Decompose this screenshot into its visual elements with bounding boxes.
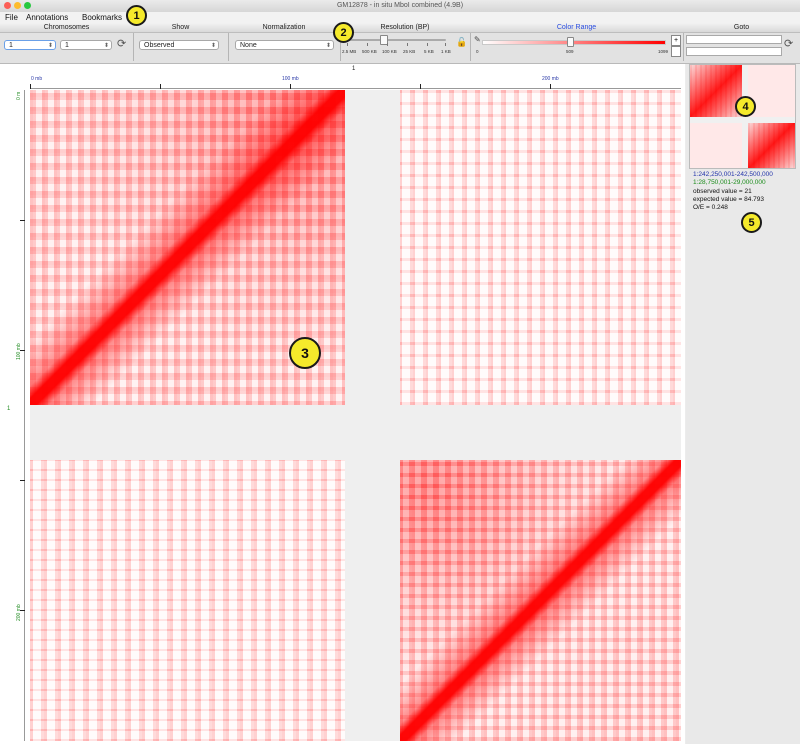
resolution-slider-thumb[interactable] (380, 35, 388, 45)
chevron-updown-icon: ⬍ (325, 43, 331, 49)
map-block-upper-right (400, 90, 681, 405)
refresh-icon[interactable]: ⟳ (784, 38, 794, 50)
chevron-updown-icon: ⬍ (103, 43, 109, 49)
ruler-tick (20, 220, 25, 221)
oe-value-text: O/E = 0.248 (693, 204, 728, 211)
ruler-tick (20, 350, 25, 351)
chromosome-y-value: 1 (65, 42, 69, 49)
show-header: Show (133, 23, 228, 33)
ruler-tick (550, 84, 551, 89)
y-tick-label: 0 m (16, 91, 22, 100)
thumbnail-block-p (690, 65, 742, 117)
lock-icon[interactable]: 🔓 (456, 37, 468, 47)
normalization-panel: Normalization None ⬍ (228, 23, 341, 61)
map-block-lower-left (30, 460, 345, 741)
color-range-header: Color Range (470, 23, 683, 33)
resolution-label-2-5mb: 2.5 MB (342, 49, 357, 54)
goto-panel: Goto ⟳ (683, 23, 800, 61)
chromosome-label-left: 1 (7, 406, 11, 412)
chromosome-x-select[interactable]: 1 ⬍ (4, 40, 56, 50)
normalization-select[interactable]: None ⬍ (235, 40, 334, 50)
callout-1: 1 (126, 5, 147, 26)
ruler-tick (420, 84, 421, 89)
top-ruler (30, 88, 681, 89)
window-title: GM12878 - in situ MboI combined (4.9B) (336, 2, 464, 9)
color-range-max: 1099 (658, 49, 669, 54)
color-range-mid: 509 (566, 49, 574, 54)
chromosomes-header: Chromosomes (0, 23, 133, 33)
normalization-value: None (240, 42, 257, 49)
right-pane: 1:242,250,001-242,500,000 1:28,750,001-2… (686, 64, 800, 744)
resolution-tick (407, 43, 408, 46)
resolution-tick (427, 43, 428, 46)
ruler-tick (20, 480, 25, 481)
observed-value-text: observed value = 21 (693, 188, 752, 195)
menu-file[interactable]: File (5, 13, 18, 22)
x-tick-label: 0 mb (31, 76, 43, 82)
menu-bar: File Annotations Bookmarks (0, 12, 800, 23)
color-picker-icon[interactable]: ✎ (474, 35, 481, 44)
chevron-updown-icon: ⬍ (210, 43, 216, 49)
ruler-tick (20, 610, 25, 611)
color-range-thumb[interactable] (567, 37, 574, 47)
ruler-tick (160, 84, 161, 89)
close-window-button[interactable] (4, 2, 11, 9)
expected-value-text: expected value = 84.793 (693, 196, 765, 203)
resolution-tick (445, 43, 446, 46)
chromosomes-panel: Chromosomes 1 ⬍ 1 ⬍ ⟳ (0, 23, 134, 61)
callout-2: 2 (333, 22, 354, 43)
color-range-panel: Color Range ✎ 0 509 1099 + (470, 23, 684, 61)
resolution-header: Resolution (BP) (340, 23, 470, 33)
resolution-slider-track[interactable] (346, 39, 446, 41)
goto-y-input[interactable] (686, 47, 782, 56)
resolution-tick (367, 43, 368, 46)
x-tick-label: 200 mb (542, 76, 559, 82)
ruler-tick (30, 84, 31, 89)
thumbnail-block-q (748, 123, 795, 168)
map-block-q-arm (400, 460, 681, 741)
color-range-plus-button[interactable]: + (671, 35, 681, 46)
chromosome-label-top: 1 (352, 66, 356, 72)
show-value: Observed (144, 42, 175, 49)
thumbnail-block-ll (690, 123, 742, 168)
goto-header: Goto (683, 23, 800, 33)
x-tick-label: 100 mb (282, 76, 299, 82)
menu-annotations[interactable]: Annotations (26, 13, 69, 22)
y-range-text: 1:28,750,001-29,000,000 (693, 179, 766, 186)
y-tick-label: 200 mb (16, 604, 22, 621)
resolution-label-25kb: 25 KB (403, 49, 416, 54)
chromosome-y-select[interactable]: 1 ⬍ (60, 40, 112, 50)
show-panel: Show Observed ⬍ (133, 23, 229, 61)
resolution-panel: Resolution (BP) 2.5 MB 500 KB 100 KB 25 … (340, 23, 471, 61)
zoom-window-button[interactable] (24, 2, 31, 9)
normalization-header: Normalization (228, 23, 340, 33)
chevron-updown-icon: ⬍ (47, 43, 53, 49)
color-range-min: 0 (476, 49, 479, 54)
toolbar: Chromosomes 1 ⬍ 1 ⬍ ⟳ Show Observed ⬍ Norma… (0, 23, 800, 64)
goto-x-input[interactable] (686, 35, 782, 44)
resolution-label-5kb: 5 KB (424, 49, 434, 54)
minimize-window-button[interactable] (14, 2, 21, 9)
show-select[interactable]: Observed ⬍ (139, 40, 219, 50)
color-range-minus-button[interactable] (671, 46, 681, 57)
color-range-slider[interactable] (482, 40, 666, 45)
left-ruler (24, 90, 25, 741)
resolution-label-1kb: 1 KB (441, 49, 451, 54)
menu-bookmarks[interactable]: Bookmarks (82, 13, 123, 22)
resolution-tick (387, 43, 388, 46)
ruler-tick (290, 84, 291, 89)
contact-map[interactable] (30, 90, 681, 741)
y-tick-label: 100 mb (16, 343, 22, 360)
chromosome-x-value: 1 (9, 42, 13, 49)
callout-3: 3 (289, 337, 321, 369)
resolution-label-500kb: 500 KB (362, 49, 377, 54)
x-range-text: 1:242,250,001-242,500,000 (693, 171, 773, 178)
callout-5: 5 (741, 212, 762, 233)
resolution-label-100kb: 100 KB (382, 49, 397, 54)
refresh-icon[interactable]: ⟳ (117, 38, 127, 50)
heatmap-area: 1 1 0 mb 100 mb 200 mb 0 m 100 mb 200 mb (0, 64, 685, 744)
resolution-tick (347, 43, 348, 46)
callout-4: 4 (735, 96, 756, 117)
